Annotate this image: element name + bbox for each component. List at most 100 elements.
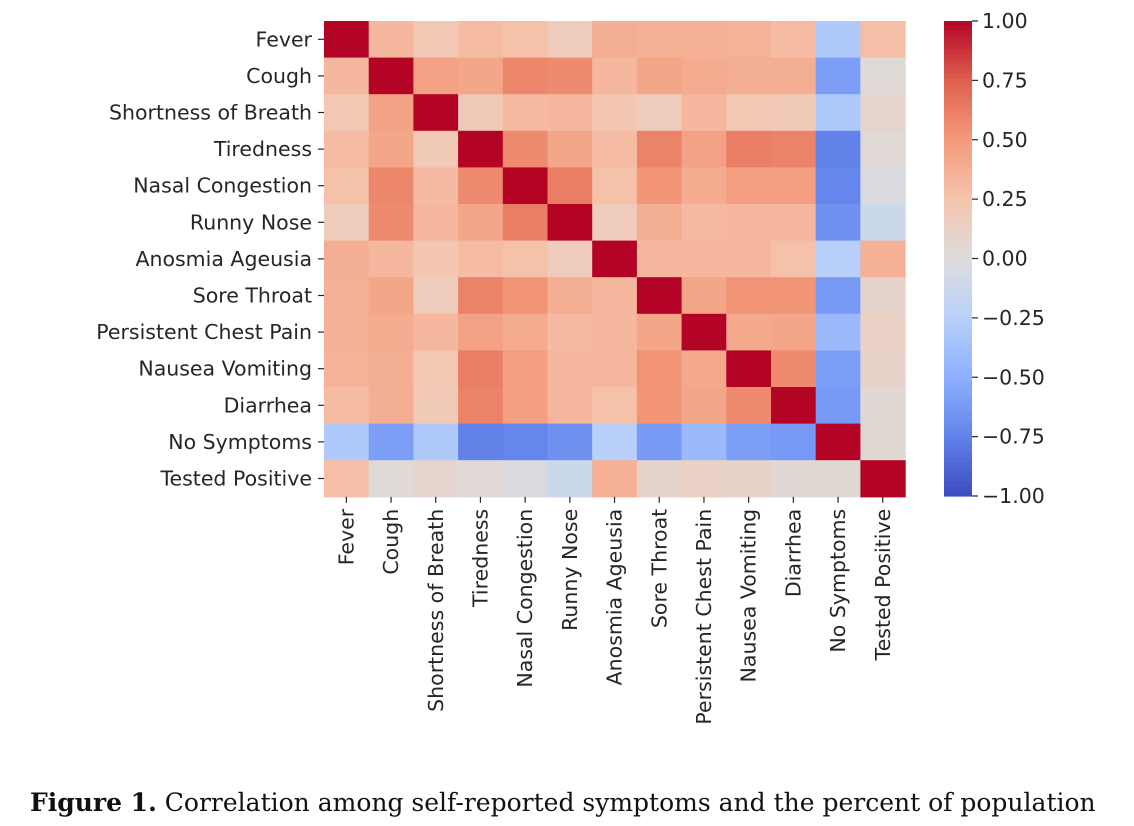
heatmap-cell — [458, 423, 504, 461]
heatmap-cell — [592, 94, 638, 132]
colorbar-segment — [944, 92, 972, 98]
colorbar-segment — [944, 367, 972, 374]
heatmap-cell — [771, 277, 817, 315]
heatmap-cell — [860, 350, 906, 388]
heatmap-cell — [413, 240, 459, 278]
heatmap-cell — [815, 277, 861, 315]
y-tick-label: Sore Throat — [193, 284, 312, 308]
colorbar-segment — [944, 120, 972, 127]
heatmap-cell — [368, 350, 414, 388]
heatmap-cell — [368, 130, 414, 168]
colorbar-segment — [944, 101, 972, 108]
colorbar-segment — [944, 220, 972, 226]
heatmap-cell — [324, 240, 370, 278]
heatmap-cell — [592, 460, 638, 498]
heatmap-cell — [815, 423, 861, 461]
y-tick-label: Anosmia Ageusia — [135, 247, 312, 271]
y-tick-label: Tested Positive — [159, 467, 312, 491]
heatmap-cell — [726, 167, 772, 205]
heatmap-cell — [458, 350, 504, 388]
colorbar-segment — [944, 410, 972, 416]
colorbar-segment — [944, 481, 972, 488]
heatmap-cell — [592, 277, 638, 315]
heatmap-cell — [681, 94, 727, 132]
colorbar-segment — [944, 424, 972, 431]
heatmap-cell — [592, 350, 638, 388]
heatmap-cell — [815, 350, 861, 388]
heatmap-cell — [636, 204, 683, 242]
heatmap-cell — [413, 277, 459, 315]
heatmap-cell — [636, 94, 683, 132]
heatmap-cell — [681, 130, 727, 168]
x-tick-label: Anosmia Ageusia — [603, 509, 627, 686]
colorbar-segment — [944, 296, 972, 302]
colorbar-segment — [944, 59, 972, 65]
heatmap-cell — [368, 313, 414, 351]
heatmap-cell — [592, 387, 638, 425]
heatmap-cell — [726, 387, 772, 425]
heatmap-cell — [860, 167, 906, 205]
colorbar-segment — [944, 234, 972, 241]
colorbar-segment — [944, 173, 972, 179]
heatmap-cell — [726, 460, 772, 498]
figure-caption: Figure 1. Correlation among self-reported… — [30, 788, 1120, 817]
colorbar-segment — [944, 301, 972, 307]
colorbar-segment — [944, 472, 972, 478]
heatmap-cell — [502, 423, 549, 461]
heatmap-cell — [726, 204, 772, 242]
heatmap-cell — [502, 460, 549, 498]
heatmap-cell — [458, 167, 504, 205]
y-tick-label: Shortness of Breath — [109, 101, 312, 125]
colorbar-segment — [944, 434, 972, 440]
heatmap-cell — [547, 460, 593, 498]
heatmap-cell — [413, 460, 459, 498]
heatmap-cell — [636, 21, 683, 59]
heatmap-cell — [636, 460, 683, 498]
heatmap-cell — [636, 423, 683, 461]
heatmap-cell — [860, 313, 906, 351]
colorbar-segment — [944, 458, 972, 464]
colorbar-tick-label: 0.50 — [982, 128, 1028, 152]
colorbar-segment — [944, 386, 972, 393]
colorbar-segment — [944, 291, 972, 298]
heatmap-cells — [324, 21, 906, 498]
heatmap-cell — [771, 94, 817, 132]
colorbar-segment — [944, 325, 972, 331]
colorbar-segment — [944, 149, 972, 155]
heatmap-cell — [726, 57, 772, 95]
colorbar-segment — [944, 244, 972, 250]
heatmap-cell — [860, 240, 906, 278]
heatmap-cell — [413, 204, 459, 242]
heatmap-cell — [815, 94, 861, 132]
colorbar-segment — [944, 443, 972, 450]
heatmap-cell — [681, 240, 727, 278]
heatmap-cell — [458, 240, 504, 278]
x-tick-label: Persistent Chest Pain — [692, 509, 716, 725]
colorbar-segment — [944, 130, 972, 136]
heatmap-cell — [502, 130, 549, 168]
heatmap-cell — [368, 277, 414, 315]
heatmap-cell — [815, 460, 861, 498]
colorbar-segment — [944, 363, 972, 369]
heatmap-cell — [547, 350, 593, 388]
heatmap-cell — [860, 204, 906, 242]
heatmap-cell — [771, 167, 817, 205]
heatmap-cell — [413, 350, 459, 388]
heatmap-cell — [636, 387, 683, 425]
heatmap-cell — [547, 21, 593, 59]
colorbar-segment — [944, 206, 972, 212]
heatmap-cell — [771, 240, 817, 278]
heatmap-cell — [592, 21, 638, 59]
heatmap-cell — [368, 460, 414, 498]
heatmap-cell — [502, 204, 549, 242]
x-tick-label: Shortness of Breath — [424, 509, 448, 712]
colorbar-segment — [944, 306, 972, 312]
heatmap-cell — [636, 240, 683, 278]
heatmap-cell — [324, 21, 370, 59]
heatmap-cell — [636, 167, 683, 205]
colorbar-segment — [944, 272, 972, 279]
heatmap-cell — [636, 57, 683, 95]
x-tick-label: Cough — [379, 509, 403, 575]
colorbar-segment — [944, 135, 972, 141]
